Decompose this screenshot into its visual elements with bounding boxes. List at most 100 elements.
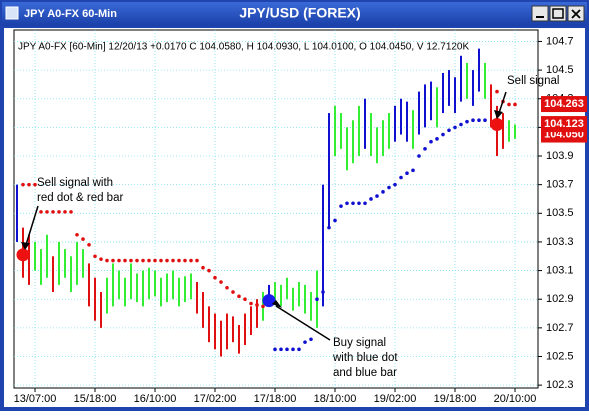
y-tick-label: 103.1 <box>546 264 574 276</box>
stop-dot <box>291 347 295 352</box>
stop-dot <box>207 268 211 273</box>
stop-dot <box>453 125 457 130</box>
stop-dot <box>303 340 307 344</box>
stop-dot <box>333 218 337 223</box>
stop-dot <box>435 137 439 141</box>
y-tick-label: 103.5 <box>546 207 574 219</box>
stop-dot <box>69 210 73 214</box>
stop-dot <box>327 225 331 230</box>
stop-dot <box>369 197 373 201</box>
stop-dot <box>261 304 265 309</box>
y-tick-label: 102.9 <box>546 293 574 305</box>
stop-dot <box>141 258 145 263</box>
stop-dot <box>315 297 319 302</box>
stop-dot <box>309 337 313 342</box>
y-tick-label: 103.3 <box>546 236 574 248</box>
annotation: Sell signal with <box>37 177 113 189</box>
stop-dot <box>27 182 31 187</box>
arrow <box>275 305 331 341</box>
stop-dot <box>105 258 109 263</box>
stop-dot <box>477 118 481 123</box>
stop-dot <box>507 102 511 107</box>
stop-dot <box>411 168 415 173</box>
plot: 102.3 102.5 102.7 102.9 103.1 103.3 103.5 103.7… <box>14 30 587 405</box>
stop-dot <box>339 204 343 208</box>
stop-dot <box>399 175 403 180</box>
stop-dot <box>471 118 475 123</box>
plot-frame <box>13 29 539 389</box>
app-icon <box>5 6 19 20</box>
stop-dot <box>75 232 79 237</box>
stop-dot <box>513 102 517 107</box>
stop-dot <box>111 258 115 263</box>
stop-dot <box>375 194 379 198</box>
annotation: red dot & red bar <box>37 192 123 204</box>
stop-dot <box>21 182 25 187</box>
price-label-box <box>541 96 587 113</box>
stop-dot <box>459 122 463 127</box>
x-tick-label: 16/10:00 <box>134 393 177 405</box>
stop-dot <box>279 347 283 352</box>
stop-dot <box>171 258 175 263</box>
stop-dot <box>201 265 205 270</box>
stop-dot <box>297 347 301 352</box>
x-tick-label: 15/18:00 <box>74 393 117 405</box>
y-tick-label: 102.7 <box>546 322 574 334</box>
price-label: 104.123 <box>544 118 584 130</box>
annotation: Sell signal <box>507 75 559 87</box>
x-tick-label: 20/10:00 <box>494 393 537 405</box>
stop-dot <box>273 347 277 352</box>
arrow-head <box>21 242 30 250</box>
arrow-head <box>272 300 282 308</box>
stop-dot <box>219 280 223 284</box>
stop-dot <box>231 290 235 294</box>
stop-dot <box>45 210 49 214</box>
stop-dot <box>159 258 163 263</box>
stop-dot <box>153 258 157 263</box>
stop-dot <box>321 290 325 294</box>
minimize-button[interactable] <box>531 5 549 22</box>
stop-dot <box>183 258 187 263</box>
stop-dot <box>387 185 391 190</box>
stop-dot <box>147 258 151 263</box>
annotation: with blue dot <box>332 352 398 364</box>
stop-dot <box>81 237 85 241</box>
stop-dot <box>195 258 199 263</box>
annotation: and blue bar <box>333 367 397 379</box>
y-tick-label: 103.7 <box>546 179 574 191</box>
signal-dot <box>16 248 30 262</box>
stop-dot <box>93 254 97 259</box>
info-line: JPY A0-FX [60-Min] 12/20/13 +0.0170 C 10… <box>18 42 469 53</box>
stop-dot <box>57 210 61 214</box>
window-title: JPY A0-FX 60-Min <box>24 8 117 20</box>
y-tick-label: 103.9 <box>546 150 574 162</box>
stop-dot <box>189 258 193 263</box>
stop-dot <box>33 182 37 187</box>
stop-dot <box>483 118 487 123</box>
stop-dot <box>237 294 241 299</box>
stop-dot <box>129 258 133 263</box>
stop-dot <box>447 128 451 133</box>
stop-dot <box>255 303 259 307</box>
stop-dot <box>51 210 55 214</box>
stop-dot <box>393 182 397 187</box>
x-tick-label: 17/02:00 <box>194 393 237 405</box>
stop-dot <box>441 132 445 137</box>
stop-dot <box>243 297 247 302</box>
stop-dot <box>495 89 499 94</box>
x-tick-label: 19/18:00 <box>434 393 477 405</box>
stop-dot <box>99 257 103 261</box>
x-tick-label: 13/07:00 <box>14 393 57 405</box>
stop-dot <box>345 201 349 206</box>
title-bar <box>2 2 587 26</box>
arrow <box>24 205 39 249</box>
signal-dot <box>262 294 276 308</box>
stop-dot <box>165 258 169 263</box>
stop-dot <box>429 139 433 144</box>
stop-dot <box>135 258 139 263</box>
stop-dot <box>117 258 121 263</box>
stop-dot <box>381 190 385 194</box>
price-label-box <box>541 116 587 133</box>
